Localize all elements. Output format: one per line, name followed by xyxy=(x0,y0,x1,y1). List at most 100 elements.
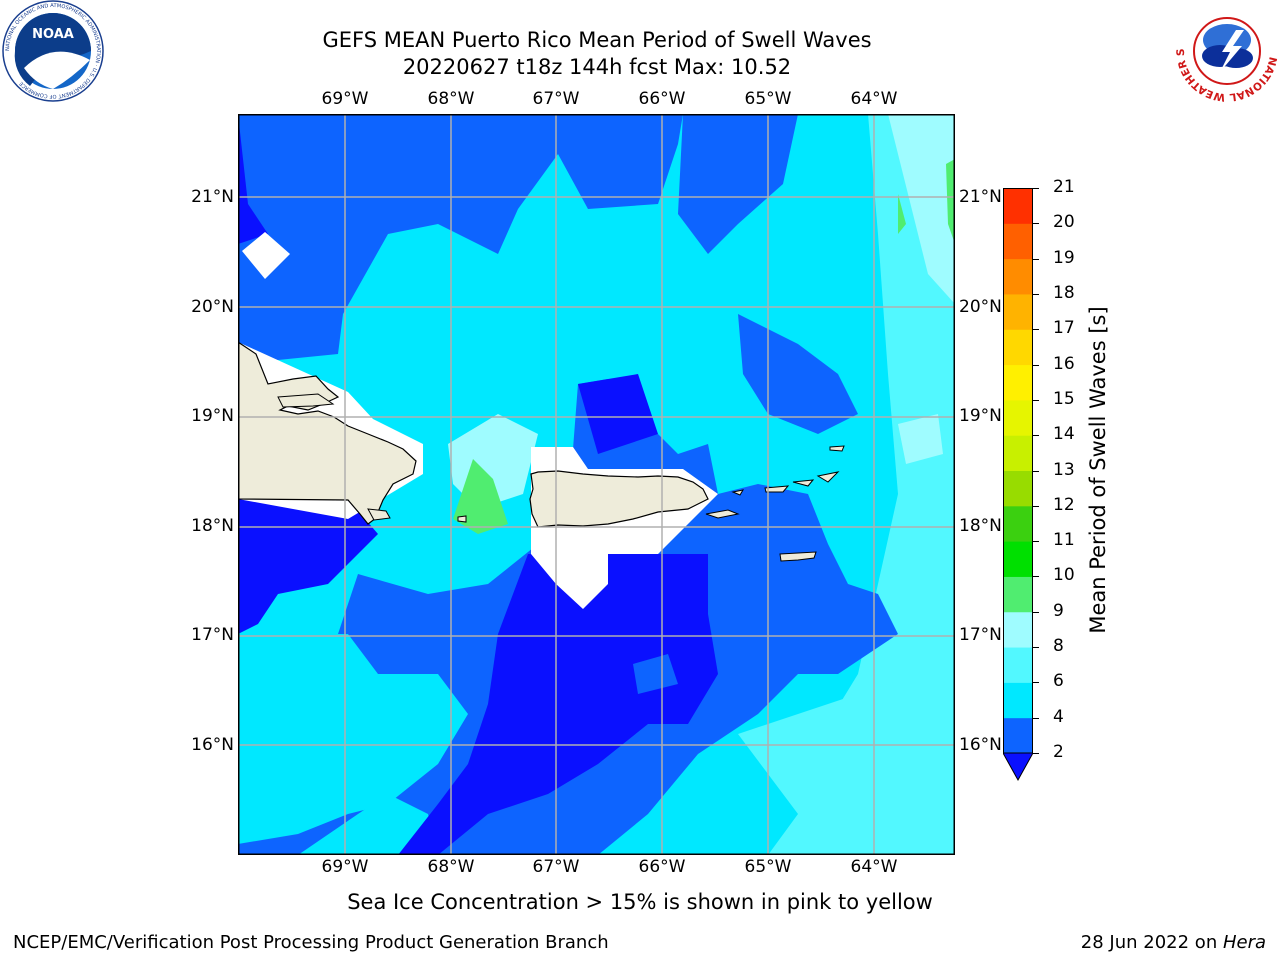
colorbar-segment xyxy=(1003,647,1033,683)
colorbar-segment xyxy=(1003,505,1033,542)
lon-label-bottom-3: 67°W xyxy=(532,857,580,877)
colorbar-tick-label: 19 xyxy=(1053,247,1075,268)
colorbar-segment xyxy=(1003,682,1033,719)
colorbar-tick-label: 6 xyxy=(1053,671,1064,692)
lat-label-right-4: 18°N xyxy=(959,516,1002,536)
colorbar-tick-label: 15 xyxy=(1053,388,1075,409)
lat-label-left-1: 21°N xyxy=(191,187,234,207)
lat-label-left-2: 20°N xyxy=(191,297,234,317)
colorbar-segment xyxy=(1003,717,1033,754)
colorbar-tick-label: 9 xyxy=(1053,600,1064,621)
lat-label-right-5: 17°N xyxy=(959,625,1002,645)
noaa-wordmark: NOAA xyxy=(32,27,74,42)
swell-under-2-west xyxy=(238,499,378,634)
virgin-islands-land xyxy=(764,485,790,493)
colorbar-segment xyxy=(1003,435,1033,471)
lon-label-top-1: 69°W xyxy=(321,89,369,109)
colorbar-segment xyxy=(1003,329,1033,366)
colorbar-segment xyxy=(1003,364,1033,401)
colorbar-tick-label: 18 xyxy=(1053,282,1075,303)
hispaniola-land xyxy=(238,341,417,525)
colorbar-tick-label: 12 xyxy=(1053,494,1075,515)
colorbar-segment xyxy=(1003,399,1033,436)
noaa-logo: NOAA NATIONAL OCEANIC AND ATMOSPHERIC AD… xyxy=(2,0,104,102)
colorbar-under-triangle xyxy=(1003,752,1033,782)
map-gridlines xyxy=(238,114,955,855)
colorbar-tick-label: 17 xyxy=(1053,318,1075,339)
sea-ice-note: Sea Ice Concentration > 15% is shown in … xyxy=(347,890,933,914)
colorbar-segment xyxy=(1003,293,1033,330)
lon-label-top-6: 64°W xyxy=(850,89,898,109)
lat-label-right-6: 16°N xyxy=(959,735,1002,755)
lon-label-bottom-2: 68°W xyxy=(427,857,475,877)
colorbar-tick-mark xyxy=(1033,188,1039,189)
colorbar-segment xyxy=(1003,223,1033,260)
date-label: 28 Jun 2022 on xyxy=(1080,932,1223,953)
st-croix-land xyxy=(779,551,817,562)
swell-8-9-ne xyxy=(888,114,955,304)
lon-label-top-3: 67°W xyxy=(532,89,580,109)
map-plot xyxy=(238,114,955,855)
credit-text: NCEP/EMC/Verification Post Processing Pr… xyxy=(13,932,609,953)
colorbar-frame xyxy=(1003,188,1033,754)
swell-6-8-east xyxy=(798,114,955,855)
lat-label-right-3: 19°N xyxy=(959,406,1002,426)
colorbar-tick-label: 21 xyxy=(1053,177,1075,197)
lat-label-left-4: 18°N xyxy=(191,516,234,536)
lon-label-bottom-4: 66°W xyxy=(638,857,686,877)
colorbar-tick-label: 10 xyxy=(1053,565,1075,586)
colorbar-segment xyxy=(1003,258,1033,295)
colorbar-tick-mark xyxy=(1033,470,1039,472)
nws-logo: NATIONAL WEATHER SERVICE xyxy=(1176,0,1278,102)
swell-under-2-south xyxy=(398,554,718,855)
colorbar xyxy=(1003,188,1033,783)
colorbar-tick-mark xyxy=(1033,541,1039,543)
lon-label-bottom-6: 64°W xyxy=(850,857,898,877)
machine-name: Hera xyxy=(1222,932,1266,953)
colorbar-tick-mark xyxy=(1033,435,1039,437)
colorbar-tick-label: 11 xyxy=(1053,530,1075,551)
lon-label-bottom-1: 69°W xyxy=(321,857,369,877)
lat-label-left-6: 16°N xyxy=(191,735,234,755)
colorbar-tick-label: 4 xyxy=(1053,706,1064,727)
swell-2-4-north xyxy=(238,114,683,364)
colorbar-tick-label: 13 xyxy=(1053,459,1075,480)
colorbar-segment xyxy=(1003,541,1033,577)
nodata-patch-nw xyxy=(242,232,290,279)
colorbar-tick-mark xyxy=(1033,682,1039,684)
vieques-land xyxy=(705,509,740,519)
colorbar-tick-mark xyxy=(1033,505,1039,507)
chart-title-line2: 20220627 t18z 144h fcst Max: 10.52 xyxy=(402,55,792,79)
lon-label-top-2: 68°W xyxy=(427,89,475,109)
colorbar-tick-label: 16 xyxy=(1053,353,1075,374)
date-text: 28 Jun 2022 on Hera xyxy=(1081,932,1266,953)
colorbar-tick-mark xyxy=(1033,647,1039,649)
colorbar-tick-mark xyxy=(1033,329,1039,331)
colorbar-tick-label: 20 xyxy=(1053,212,1075,233)
puerto-rico-land xyxy=(529,470,709,528)
lat-label-left-5: 17°N xyxy=(191,625,234,645)
lat-label-left-3: 19°N xyxy=(191,406,234,426)
colorbar-tick-mark xyxy=(1033,717,1039,719)
colorbar-tick-mark xyxy=(1033,364,1039,366)
colorbar-tick-mark xyxy=(1033,223,1039,225)
lon-label-top-4: 66°W xyxy=(638,89,686,109)
lon-label-bottom-5: 65°W xyxy=(744,857,792,877)
colorbar-ticks: 2 4 6 8 9 10 11 12 13 14 15 16 17 18 19 20 21 xyxy=(1033,177,1093,762)
colorbar-tick-label: 2 xyxy=(1053,742,1064,762)
colorbar-tick-mark xyxy=(1033,611,1039,613)
map-frame xyxy=(238,114,955,855)
colorbar-segment xyxy=(1003,470,1033,507)
colorbar-segment xyxy=(1003,611,1033,648)
chart-title-line1: GEFS MEAN Puerto Rico Mean Period of Swe… xyxy=(322,28,872,52)
colorbar-tick-mark xyxy=(1033,576,1039,578)
colorbar-label: Mean Period of Swell Waves [s] xyxy=(1086,306,1110,634)
lon-label-top-5: 65°W xyxy=(744,89,792,109)
colorbar-tick-mark xyxy=(1033,399,1039,401)
swell-9-10-mona xyxy=(453,459,508,534)
colorbar-tick-mark xyxy=(1033,258,1039,260)
colorbar-segment xyxy=(1003,576,1033,613)
colorbar-tick-label: 8 xyxy=(1053,636,1064,657)
colorbar-tick-mark xyxy=(1033,293,1039,295)
colorbar-segment xyxy=(1003,188,1033,224)
